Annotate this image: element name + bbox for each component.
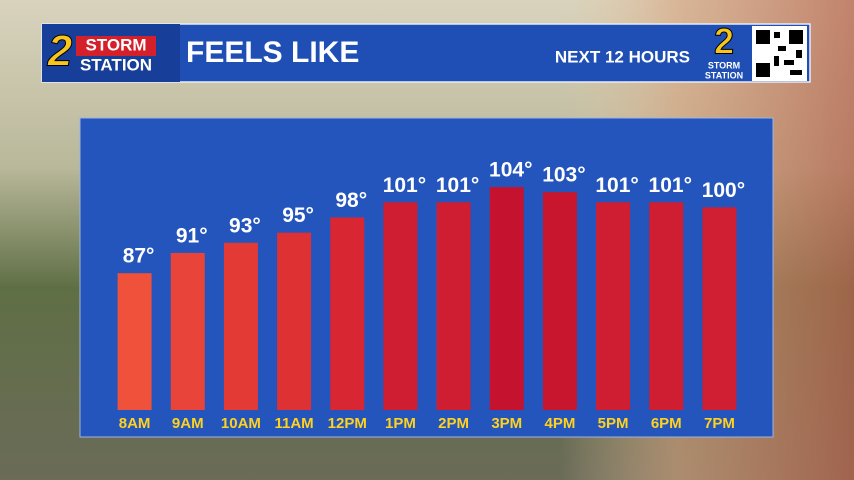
value-label: 87° xyxy=(123,245,155,268)
x-tick-label: 12PM xyxy=(328,415,367,432)
value-label: 101° xyxy=(383,174,426,197)
bar xyxy=(436,202,471,410)
value-label: 101° xyxy=(595,174,638,197)
value-label: 98° xyxy=(335,189,367,212)
x-tick-label: 7PM xyxy=(704,415,735,432)
value-label: 100° xyxy=(702,179,745,202)
bar xyxy=(649,202,684,410)
value-label: 93° xyxy=(229,214,261,237)
chart-title: FEELS LIKE xyxy=(186,36,359,69)
logo-line2: STATION xyxy=(80,55,152,74)
x-tick-label: 5PM xyxy=(598,415,629,432)
logo-line2-right: STATION xyxy=(705,70,743,80)
x-tick-label: 9AM xyxy=(172,415,204,432)
value-label: 101° xyxy=(436,174,479,197)
value-label: 91° xyxy=(176,224,208,247)
logo-band xyxy=(76,36,156,56)
x-tick-label: 1PM xyxy=(385,415,416,432)
value-label: 104° xyxy=(489,159,532,182)
qr-pattern xyxy=(756,30,803,77)
logo-number-right: 2 xyxy=(714,21,734,62)
bar xyxy=(489,187,524,410)
bar xyxy=(702,207,737,410)
x-tick-label: 10AM xyxy=(221,415,261,432)
chart-subtitle: NEXT 12 HOURS xyxy=(555,47,690,66)
value-label: 101° xyxy=(649,174,692,197)
x-tick-label: 11AM xyxy=(274,415,313,432)
value-label: 103° xyxy=(542,164,585,187)
logo-line1-right: STORM xyxy=(708,60,740,70)
bar xyxy=(383,202,418,410)
logo-number: 2 xyxy=(47,27,73,76)
bar xyxy=(117,273,152,410)
logo-line1: STORM xyxy=(85,35,146,54)
x-tick-label: 3PM xyxy=(491,415,522,432)
bar xyxy=(170,252,205,410)
x-tick-label: 2PM xyxy=(438,415,469,432)
bar xyxy=(542,192,577,410)
value-label: 95° xyxy=(282,204,314,227)
bar xyxy=(277,232,312,410)
bar xyxy=(223,242,258,410)
x-tick-label: 6PM xyxy=(651,415,682,432)
bar xyxy=(596,202,631,410)
x-tick-label: 4PM xyxy=(544,415,575,432)
x-tick-label: 8AM xyxy=(119,415,151,432)
bar xyxy=(330,217,365,410)
